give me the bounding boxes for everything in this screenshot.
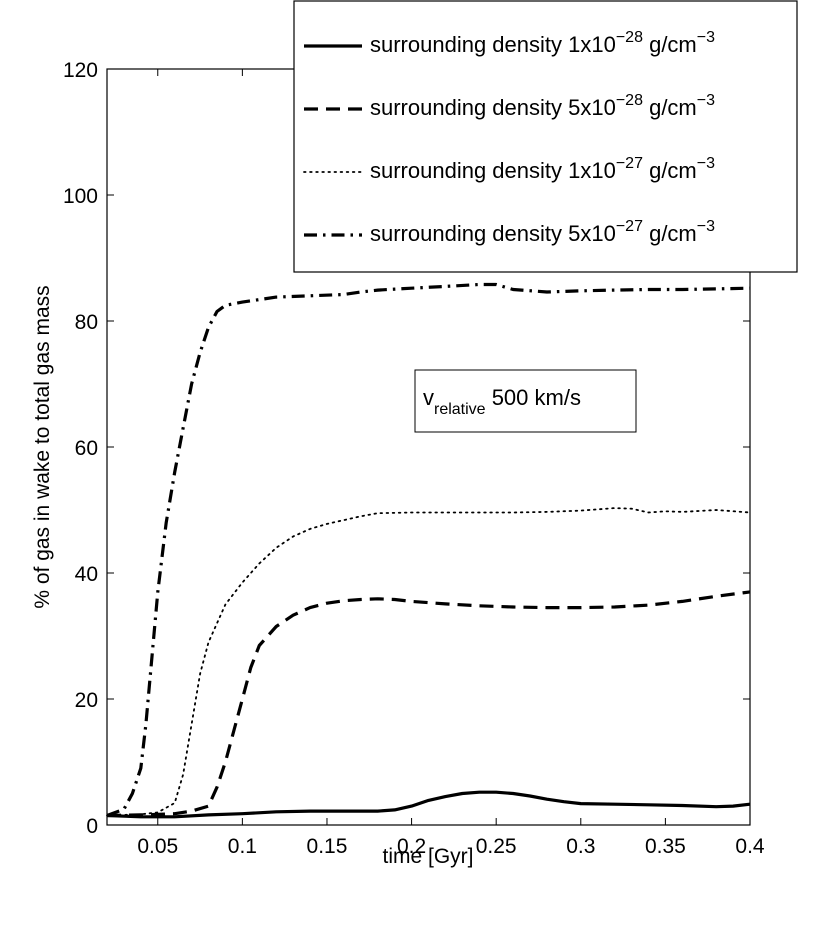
x-tick-label: 0.25 <box>476 835 517 858</box>
legend-label-exp: −27 <box>616 155 643 172</box>
y-tick-label: 100 <box>63 185 98 208</box>
x-tick-label: 0.4 <box>735 835 765 858</box>
y-axis-label: % of gas in wake to total gas mass <box>31 285 54 608</box>
legend-label-unit: g/cm <box>643 158 697 183</box>
x-tick-label: 0.15 <box>307 835 348 858</box>
annotation-box <box>414 369 637 433</box>
x-tick-label: 0.3 <box>566 835 595 858</box>
legend-label-base: surrounding density 5x10 <box>370 221 616 246</box>
y-tick-label: 0 <box>86 815 98 838</box>
legend-entries: surrounding density 1x10−28 g/cm−3surrou… <box>303 29 715 246</box>
legend-label-unit-exp: −3 <box>697 155 715 172</box>
legend-label: surrounding density 5x10−28 g/cm−3 <box>370 92 715 120</box>
y-tick-label: 120 <box>63 59 98 82</box>
legend-label-exp: −27 <box>616 218 643 235</box>
x-tick-label: 0.05 <box>137 835 178 858</box>
legend-label-base: surrounding density 1x10 <box>370 158 616 183</box>
series-line-dashdot <box>106 282 751 818</box>
y-tick-label: 60 <box>75 437 98 460</box>
legend-label-unit-exp: −3 <box>697 29 715 46</box>
legend-label-unit: g/cm <box>643 32 697 57</box>
series-layer <box>106 282 751 819</box>
legend-label-unit: g/cm <box>643 95 697 120</box>
y-tick-label: 80 <box>75 311 98 334</box>
series-line-dashed <box>106 590 751 818</box>
legend-label-exp: −28 <box>616 92 643 109</box>
legend-label-unit: g/cm <box>643 221 697 246</box>
annotation-sub: relative <box>434 401 486 418</box>
legend-label: surrounding density 1x10−28 g/cm−3 <box>370 29 715 57</box>
legend-label-unit-exp: −3 <box>697 92 715 109</box>
annotation-main: v <box>423 385 434 410</box>
legend-label: surrounding density 5x10−27 g/cm−3 <box>370 218 715 246</box>
x-axis-label: time [Gyr] <box>382 845 473 868</box>
legend-label-base: surrounding density 1x10 <box>370 32 616 57</box>
velocity-annotation: vrelative 500 km/s <box>414 369 637 433</box>
axis-ticks: 0.05 0.1 0.15 0.2 0.25 0.3 0.35 0.4 0 20 40 60 80 100… <box>63 59 765 858</box>
legend-label: surrounding density 1x10−27 g/cm−3 <box>370 155 715 183</box>
annotation-text: vrelative 500 km/s <box>423 385 581 418</box>
x-tick-label: 0.1 <box>228 835 257 858</box>
legend-box <box>293 0 798 273</box>
x-tick-label: 0.35 <box>645 835 686 858</box>
legend-label-exp: −28 <box>616 29 643 46</box>
y-tick-label: 40 <box>75 563 98 586</box>
series-line-solid <box>106 790 751 819</box>
legend: surrounding density 1x10−28 g/cm−3surrou… <box>293 0 798 273</box>
y-tick-label: 20 <box>75 689 98 712</box>
annotation-rest: 500 km/s <box>486 385 581 410</box>
x-tick-label: 0.2 <box>397 835 426 858</box>
series-line-dotted <box>106 507 751 817</box>
legend-label-unit-exp: −3 <box>697 218 715 235</box>
legend-label-base: surrounding density 5x10 <box>370 95 616 120</box>
